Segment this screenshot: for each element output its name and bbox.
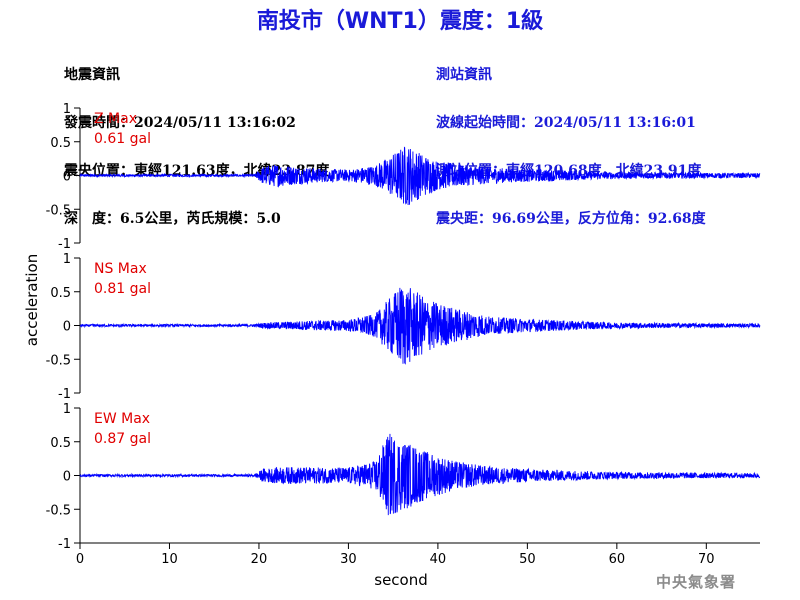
page-title: 南投市（WNT1）震度：1級 — [256, 9, 544, 34]
series-max-value: 0.87 gal — [94, 431, 151, 447]
y-tick-label: -0.5 — [46, 353, 71, 368]
y-tick-label: 0 — [63, 170, 71, 185]
waveform-trace — [79, 146, 761, 206]
panel-ns-max: 1 0.5 0 -0.5 -1 NS Max 0.81 gal — [46, 252, 761, 402]
y-tick-label: -1 — [58, 387, 71, 402]
panel-ew-max: 1 0.5 0 -0.5 -1 EW Max 0.87 gal — [46, 402, 761, 552]
y-tick-label: 0 — [63, 470, 71, 485]
series-name-label: NS Max — [94, 261, 147, 277]
epicentral-distance: 震央距：96.69公里，反方位角：92.68度 — [436, 211, 706, 227]
x-tick-label: 50 — [519, 552, 536, 567]
y-tick-label: 0.5 — [50, 136, 71, 151]
x-tick-label: 30 — [340, 552, 357, 567]
series-name-label: EW Max — [94, 411, 150, 427]
waveform-trace — [79, 287, 761, 365]
x-axis-label: second — [374, 571, 428, 589]
origin-time: 發震時間：2024/05/11 13:16:02 — [64, 115, 296, 131]
series-max-value: 0.81 gal — [94, 281, 151, 297]
agency-watermark: 中央氣象署 — [656, 573, 737, 591]
x-tick-label: 0 — [76, 552, 84, 567]
earthquake-info: 地震資訊 發震時間：2024/05/11 13:16:02 震央位置：東經121… — [64, 35, 329, 243]
x-tick-label: 10 — [161, 552, 178, 567]
x-tick-label: 70 — [698, 552, 715, 567]
y-tick-label: 1 — [63, 102, 71, 117]
waveform-trace — [79, 433, 761, 516]
y-tick-label: 0.5 — [50, 436, 71, 451]
y-tick-label: 1 — [63, 402, 71, 417]
y-tick-label: -0.5 — [46, 203, 71, 218]
series-name-label: Z Max — [94, 111, 137, 127]
series-max-value: 0.61 gal — [94, 131, 151, 147]
y-tick-label: 1 — [63, 252, 71, 267]
y-tick-label: -1 — [58, 537, 71, 552]
depth-magnitude: 深 度：6.5公里，芮氏規模：5.0 — [64, 211, 281, 227]
x-tick-label: 60 — [609, 552, 626, 567]
y-tick-label: -1 — [58, 237, 71, 252]
earthquake-info-heading: 地震資訊 — [64, 67, 120, 83]
panel-z-max: 1 0.5 0 -0.5 -1 Z Max 0.61 gal — [46, 102, 761, 252]
wave-start-time: 波線起始時間：2024/05/11 13:16:01 — [436, 115, 696, 131]
station-info-heading: 測站資訊 — [436, 67, 492, 83]
y-tick-label: -0.5 — [46, 503, 71, 518]
x-tick-label: 20 — [251, 552, 268, 567]
y-tick-label: 0 — [63, 320, 71, 335]
y-axis-label: acceleration — [23, 254, 41, 346]
station-info: 測站資訊 波線起始時間：2024/05/11 13:16:01 測站位置：東經1… — [436, 35, 706, 243]
y-tick-label: 0.5 — [50, 286, 71, 301]
x-tick-label: 40 — [430, 552, 447, 567]
